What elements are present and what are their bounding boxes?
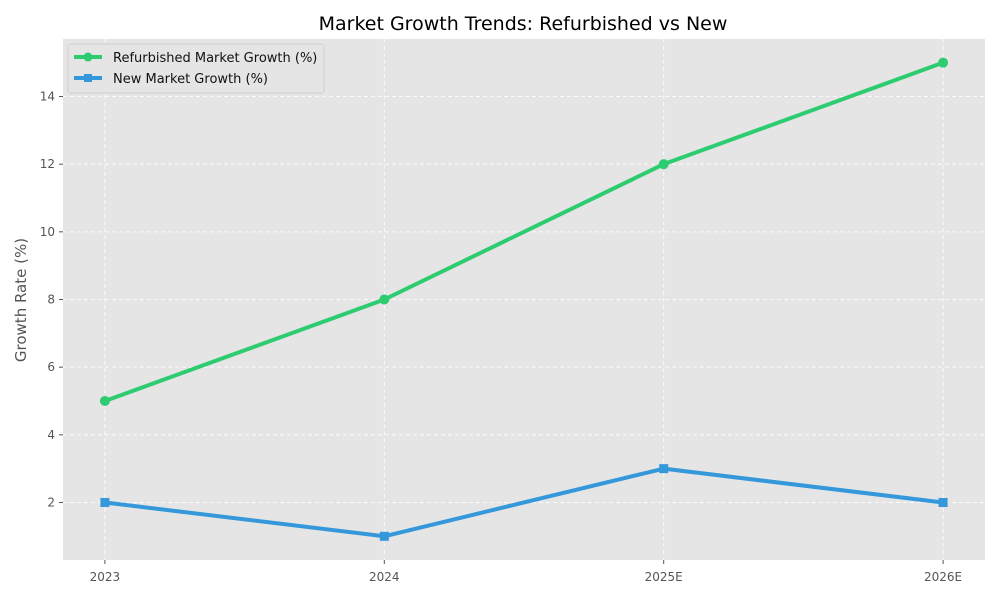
data-point <box>379 294 390 305</box>
data-point <box>379 531 389 541</box>
y-tick-label: 2 <box>47 495 55 509</box>
data-point <box>659 464 669 474</box>
legend-label-refurbished: Refurbished Market Growth (%) <box>113 51 317 66</box>
grid <box>63 39 985 560</box>
y-tick-label: 4 <box>47 428 55 442</box>
data-point <box>938 57 949 68</box>
chart-title: Market Growth Trends: Refurbished vs New <box>319 13 728 35</box>
series-group <box>99 57 949 541</box>
x-tick-label: 2025E <box>645 570 683 584</box>
series-line-1 <box>104 466 944 539</box>
data-point <box>658 159 669 170</box>
legend: Refurbished Market Growth (%) New Market… <box>67 43 325 94</box>
y-tick-label: 12 <box>40 157 55 171</box>
plot-area <box>63 39 985 560</box>
legend-marker-refurbished <box>83 52 93 62</box>
series-line-0 <box>104 60 944 403</box>
axis-ticks: 2 4 6 8 10 12 14 2023 2024 2025E 2026E <box>40 90 962 584</box>
y-tick-label: 14 <box>40 90 55 104</box>
y-tick-label: 8 <box>47 293 55 307</box>
x-tick-label: 2023 <box>90 570 121 584</box>
legend-label-new: New Market Growth (%) <box>113 72 268 87</box>
y-tick-label: 6 <box>47 360 55 374</box>
data-point <box>100 497 110 507</box>
legend-marker-new <box>84 74 92 82</box>
y-axis-label: Growth Rate (%) <box>12 238 30 362</box>
data-point <box>938 497 948 507</box>
y-tick-label: 10 <box>40 225 55 239</box>
x-tick-label: 2024 <box>369 570 400 584</box>
x-tick-label: 2026E <box>924 570 962 584</box>
data-point <box>99 395 110 406</box>
